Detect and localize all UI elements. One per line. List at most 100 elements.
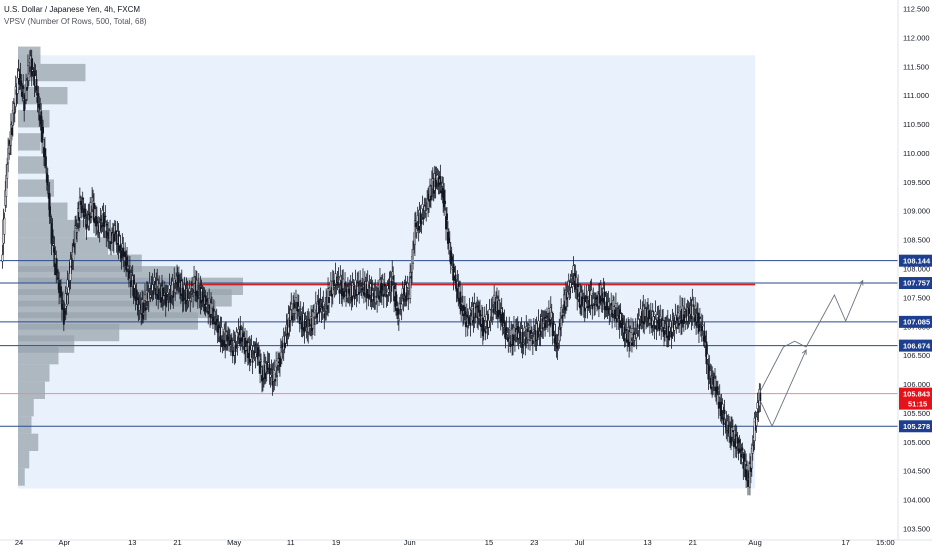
candle-body <box>584 301 587 309</box>
candle-body <box>358 291 361 295</box>
candle-body <box>547 308 550 314</box>
candle-body <box>376 297 379 302</box>
candle-body <box>167 301 170 303</box>
candle-body <box>337 276 340 279</box>
candle-body <box>463 306 466 316</box>
candle-body <box>737 448 740 454</box>
candle-body <box>638 324 641 329</box>
x-tick-label: 21 <box>689 538 697 547</box>
candle-body <box>132 279 135 298</box>
candle-body <box>274 378 277 382</box>
candle-body <box>196 291 199 300</box>
candle-body <box>250 345 253 351</box>
candle-body <box>52 243 55 246</box>
x-tick-label: 15 <box>485 538 493 547</box>
candle-body <box>425 210 428 214</box>
candle-body <box>323 313 326 319</box>
candle-body <box>616 307 619 309</box>
candle-body <box>595 296 598 300</box>
candle-body <box>629 331 632 343</box>
candle-body <box>67 286 70 294</box>
candle-body <box>343 291 346 298</box>
candle-body <box>405 292 408 302</box>
candle-body <box>367 294 370 299</box>
candle-body <box>381 278 384 284</box>
candle-body <box>406 282 409 288</box>
level-tag <box>899 339 932 352</box>
candle-body <box>353 295 356 300</box>
candle-body <box>446 213 448 221</box>
candle-body <box>380 285 383 297</box>
candle-body <box>630 328 632 333</box>
y-tick-label: 106.500 <box>903 351 930 360</box>
candle-body <box>89 202 92 213</box>
candle-body <box>396 305 398 309</box>
candle-body <box>590 289 593 296</box>
candle-body <box>611 312 614 318</box>
candle-body <box>694 305 697 310</box>
candle-body <box>698 316 701 319</box>
candle-body <box>118 235 121 247</box>
candle-body <box>138 304 141 311</box>
candle-body <box>30 58 33 76</box>
time-axis[interactable]: 24 Apr 13 21 May 11 19 Jun 15 23 Jul 13 21 Aug 17 15:00 <box>15 538 895 547</box>
volume-profile-bar <box>18 468 25 486</box>
candle-body <box>653 325 656 329</box>
candle-body <box>106 224 109 226</box>
volume-profile-bar <box>18 416 32 434</box>
level-tag-label: 107.085 <box>903 318 930 327</box>
candle-body <box>51 229 54 238</box>
candle-body <box>755 416 758 426</box>
y-tick-label: 110.000 <box>903 149 930 158</box>
candle-body <box>697 324 700 332</box>
candle-body <box>90 216 93 218</box>
candle-body <box>124 252 127 258</box>
candle-body <box>214 321 217 326</box>
candle-body <box>318 305 321 314</box>
candle-body <box>289 309 292 321</box>
candle-body <box>144 307 147 311</box>
candle-body <box>361 288 363 291</box>
candle-body <box>567 281 570 287</box>
candle-body <box>634 327 637 329</box>
volume-profile-bar <box>18 237 108 255</box>
candle-body <box>460 303 463 312</box>
candle-body <box>756 402 759 409</box>
candle-body <box>552 320 555 325</box>
candle-body <box>61 300 64 302</box>
candle-body <box>545 318 548 321</box>
volume-profile-bar <box>18 133 41 151</box>
candle-body <box>736 436 739 444</box>
candle-body <box>658 318 661 332</box>
current-price-label: 105.843 <box>903 389 930 398</box>
candle-body <box>615 318 618 323</box>
candle-body <box>639 308 642 317</box>
candle-body <box>135 289 138 300</box>
candle-body <box>572 265 575 274</box>
candle-body <box>499 312 502 323</box>
candle-body <box>550 312 553 318</box>
candle-body <box>183 284 186 291</box>
candle-body <box>568 290 571 294</box>
candle-body <box>625 329 628 331</box>
price-axis[interactable]: 103.500 104.000 104.500 105.000 105.500 106.0… <box>903 5 930 534</box>
candle-body <box>359 280 362 282</box>
candle-body <box>130 272 133 275</box>
candle-body <box>57 277 60 280</box>
x-tick-label: 23 <box>530 538 538 547</box>
candle-body <box>168 284 171 290</box>
candle-body <box>547 324 549 326</box>
candle-body <box>114 230 117 235</box>
candle-body <box>69 259 72 281</box>
candle-body <box>507 337 510 342</box>
candle-body <box>280 351 283 360</box>
candle-body <box>17 70 20 79</box>
current-price-tag <box>899 387 932 410</box>
candle-body <box>546 315 548 318</box>
candle-body <box>731 427 733 438</box>
candle-body <box>173 278 176 284</box>
candle-body <box>19 73 22 80</box>
volume-profile-bar <box>18 433 39 451</box>
candle-body <box>357 281 360 287</box>
